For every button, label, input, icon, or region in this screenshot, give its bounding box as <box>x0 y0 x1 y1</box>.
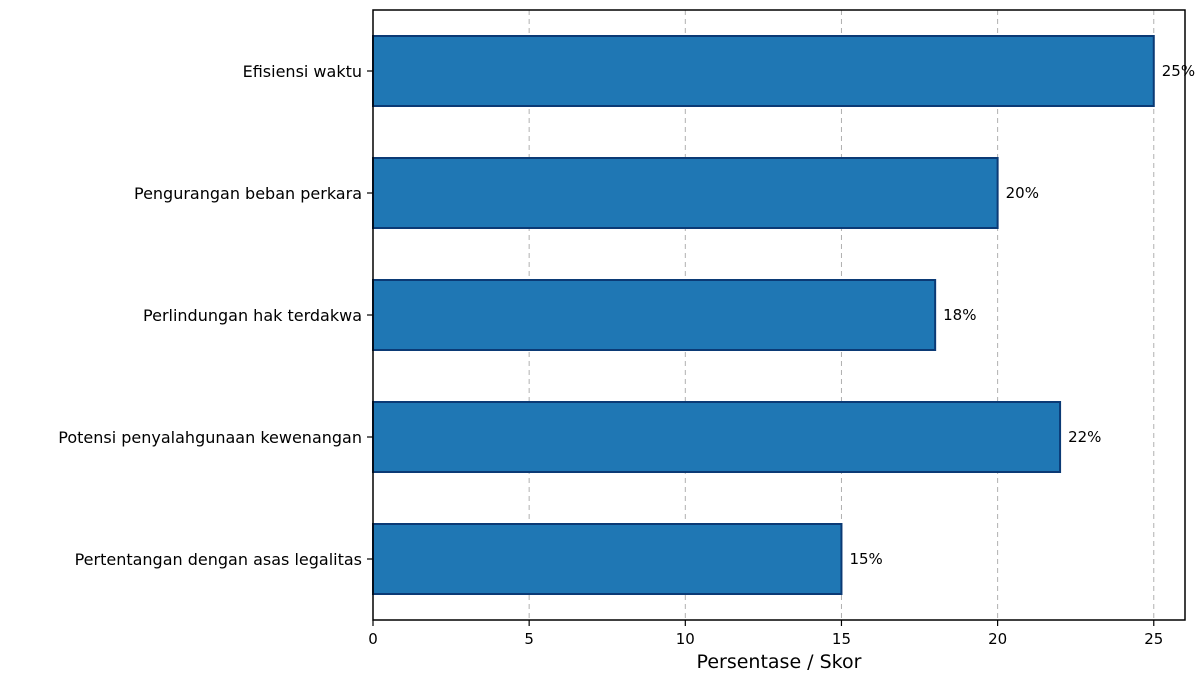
x-tick-label: 10 <box>676 630 695 648</box>
x-tick-label: 15 <box>832 630 851 648</box>
data-label: 20% <box>1006 184 1039 202</box>
x-tick-label: 20 <box>988 630 1007 648</box>
x-tick-label: 5 <box>524 630 534 648</box>
bar <box>372 279 937 351</box>
bar <box>372 157 999 229</box>
y-tick-label: Efisiensi waktu <box>243 62 362 81</box>
label-layer: 0 5 10 15 20 25 Efisiensi waktu 25% Pengurangan … <box>58 62 1195 648</box>
x-tick-label: 25 <box>1144 630 1163 648</box>
bar <box>372 35 1155 107</box>
bar-layer <box>372 35 1155 595</box>
data-label: 25% <box>1162 62 1195 80</box>
data-label: 22% <box>1068 428 1101 446</box>
tick-layer <box>367 70 1155 626</box>
grid-layer <box>528 10 1155 620</box>
x-axis-title: Persentase / Skor <box>697 651 862 672</box>
bar <box>372 401 1062 473</box>
data-label: 18% <box>943 306 976 324</box>
bar <box>372 523 843 595</box>
y-tick-label: Perlindungan hak terdakwa <box>143 306 362 325</box>
y-tick-label: Pengurangan beban perkara <box>134 184 362 203</box>
y-tick-label: Pertentangan dengan asas legalitas <box>75 550 362 569</box>
y-tick-label: Potensi penyalahgunaan kewenangan <box>58 428 362 447</box>
x-tick-label: 0 <box>368 630 378 648</box>
data-label: 15% <box>849 550 882 568</box>
